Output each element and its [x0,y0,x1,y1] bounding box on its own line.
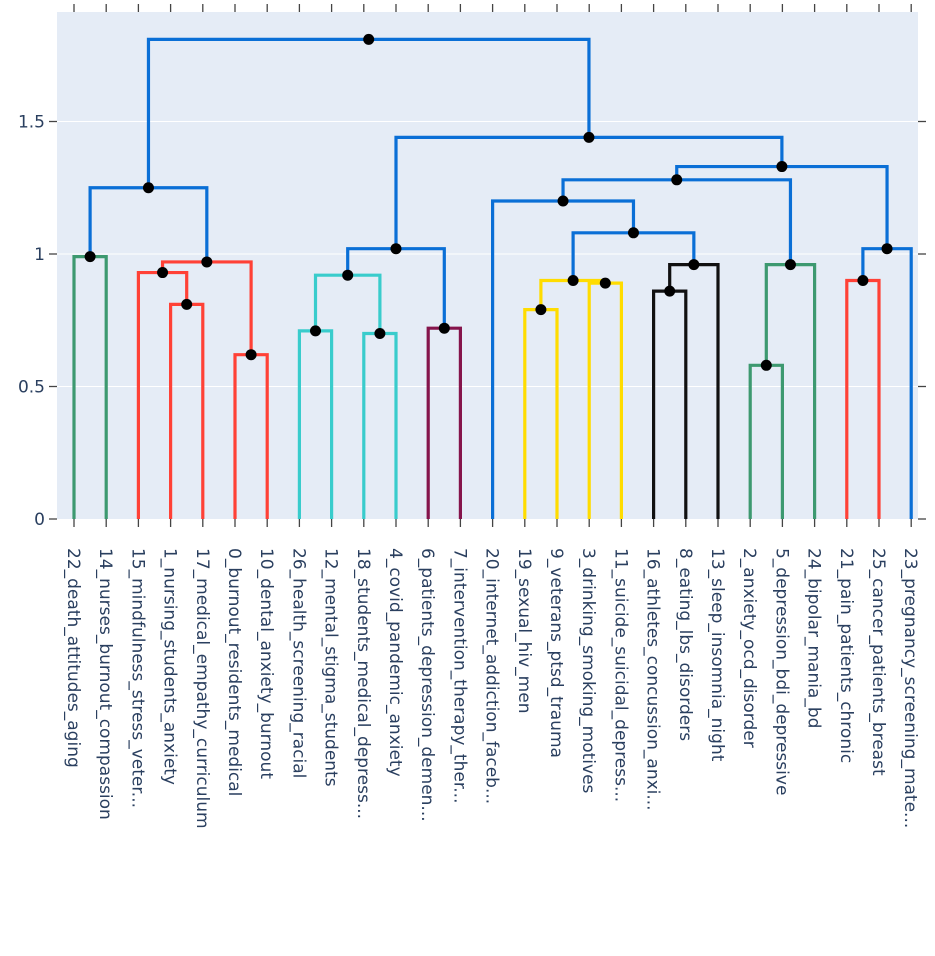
merge-node[interactable] [84,251,96,263]
y-tick-label: 1.5 [18,113,45,133]
leaf-label: 26_health_screening_racial [288,548,308,778]
merge-node[interactable] [599,277,611,289]
merge-node[interactable] [157,267,169,279]
merge-node[interactable] [671,174,683,186]
y-axis-tick-labels: 0 0.5 1 1.5 [18,113,45,531]
dendrogram-nodes [84,33,893,371]
leaf-label: 19_sexual_hiv_men [514,548,534,713]
merge-node[interactable] [776,161,788,173]
bottom-axis-ticks [73,519,912,527]
leaf-label: 0_burnout_residents_medical [224,548,244,796]
merge-node[interactable] [201,256,213,268]
merge-node[interactable] [363,33,375,45]
merge-node[interactable] [142,182,154,194]
merge-node[interactable] [535,304,547,316]
merge-node[interactable] [857,275,869,286]
merge-node[interactable] [627,227,639,239]
merge-node[interactable] [567,275,579,286]
leaf-label: 2_anxiety_ocd_disorder [739,548,759,748]
merge-node[interactable] [784,259,796,271]
leaf-label: 10_dental_anxiety_burnout [256,548,276,779]
merge-node[interactable] [342,269,354,281]
leaf-label: 16_athletes_concussion_anxi... [643,548,663,811]
leaf-label: 1_nursing_students_anxiety [160,548,180,785]
merge-node[interactable] [557,195,569,207]
leaf-label: 17_medical_empathy_curriculum [192,548,212,829]
y-tick-label: 0.5 [18,378,45,398]
leaf-label: 20_internet_addiction_faceb... [482,548,502,804]
merge-node[interactable] [583,131,595,143]
leaf-label: 6_patients_depression_demen... [417,548,437,822]
leaf-label: 22_death_attitudes_aging [63,548,83,768]
leaf-label: 12_mental_stigma_students [321,548,341,787]
leaf-label: 23_pregnancy_screening_mate... [900,548,920,828]
merge-node[interactable] [881,243,893,255]
top-axis-ticks [73,4,912,12]
merge-node[interactable] [310,325,321,337]
leaf-label: 9_veterans_ptsd_trauma [546,548,566,758]
y-tick-label: 1 [34,245,45,265]
merge-node[interactable] [688,259,700,271]
leaf-label: 18_students_medical_depress... [353,548,373,819]
leaf-label: 24_bipolar_mania_bd [804,548,824,728]
right-axis-ticks [49,120,926,520]
leaf-label: 15_mindfulness_stress_veter... [127,548,147,808]
merge-node[interactable] [181,298,193,310]
leaf-labels: 22_death_attitudes_aging 14_nurses_burnou… [63,548,920,829]
gridlines [57,121,918,387]
merge-node[interactable] [390,243,402,255]
leaf-label: 25_cancer_patients_breast [868,548,888,776]
leaf-label: 3_drinking_smoking_motives [578,548,598,794]
leaf-label: 11_suicide_suicidal_depress... [610,548,630,802]
merge-node[interactable] [438,322,450,334]
leaf-label: 5_depression_bdi_depressive [771,548,791,795]
leaf-label: 14_nurses_burnout_compassion [95,548,115,820]
leaf-label: 21_pain_patients_chronic [836,548,856,763]
leaf-label: 4_covid_pandemic_anxiety [385,548,405,777]
merge-node[interactable] [760,359,772,371]
leaf-label: 8_eating_lbs_disorders [675,548,695,741]
merge-node[interactable] [664,285,676,297]
leaf-label: 7_intervention_therapy_ther... [449,548,469,803]
leaf-label: 13_sleep_insomnia_night [707,548,727,762]
merge-node[interactable] [374,328,386,339]
merge-node[interactable] [245,349,257,361]
y-tick-label: 0 [34,510,45,530]
